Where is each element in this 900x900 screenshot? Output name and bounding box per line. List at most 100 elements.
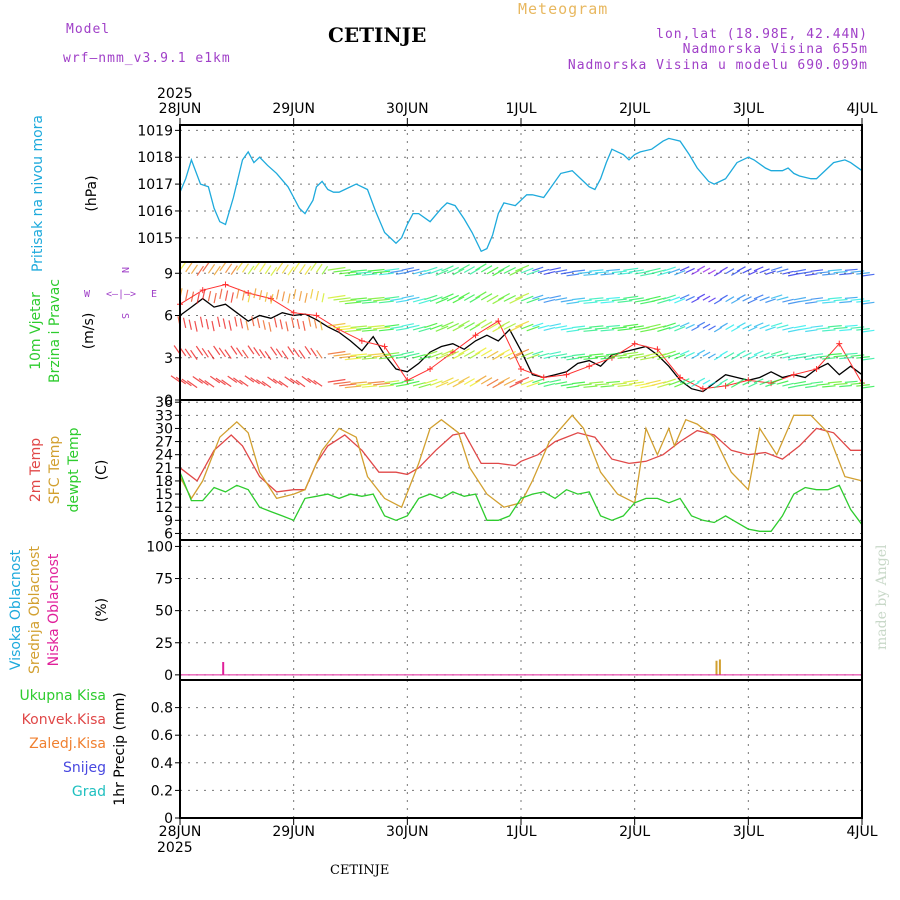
wind-arrow	[395, 383, 409, 387]
wind-arrow	[188, 319, 192, 330]
wind-arrow	[327, 350, 346, 355]
wind-arrow	[247, 292, 251, 303]
wind-arrow	[691, 269, 700, 276]
wind-arrow	[207, 349, 215, 360]
y-tick-label: 1018	[137, 150, 173, 166]
wind-arrow	[276, 289, 280, 300]
wind-arrow	[543, 355, 556, 359]
wind-arrow	[230, 265, 238, 275]
wind-arrow	[572, 353, 586, 357]
wind-arrow	[708, 381, 716, 387]
wind-arrow	[537, 324, 550, 330]
wind-arrow	[532, 322, 544, 328]
wind-arrow	[679, 378, 690, 384]
y-tick-label: 0.8	[151, 701, 173, 717]
wind-arrow	[844, 380, 858, 383]
wind-arrow	[606, 380, 620, 384]
wind-arrow	[247, 345, 255, 355]
wind-arrow	[412, 326, 426, 331]
wind-arrow	[805, 301, 818, 305]
precip-legend-item: Konvek.Kisa	[22, 712, 106, 728]
wind-arrow	[412, 354, 426, 359]
wind-arrow	[515, 348, 530, 356]
wind-arrow	[776, 324, 789, 329]
wind-arrow	[589, 269, 604, 272]
wind-arrow	[209, 375, 221, 384]
wind-arrow	[696, 293, 706, 299]
wind-arrow	[452, 352, 465, 360]
wind-arrow	[356, 327, 372, 330]
wind-arrow	[628, 381, 644, 385]
wind-arrow	[401, 351, 415, 355]
wind-arrow	[429, 324, 443, 330]
wind-arrow	[486, 378, 499, 387]
wind-arrow	[611, 326, 627, 330]
ylabel-text: dewpt Temp	[66, 427, 82, 512]
wind-arrow	[793, 268, 807, 273]
wind-arrow	[776, 268, 789, 273]
wind-arrow	[600, 301, 615, 304]
wind-arrow	[498, 376, 510, 385]
wind-arrow	[279, 319, 283, 330]
wind-arrow	[356, 383, 372, 386]
wind-arrow	[856, 300, 870, 303]
wind-arrow	[532, 266, 544, 272]
wind-arrow	[753, 294, 764, 300]
wind-arrow	[424, 378, 438, 385]
y-tick-label: 0	[164, 393, 173, 409]
wind-arrow	[617, 272, 633, 275]
wind-arrow	[685, 267, 695, 274]
wind-arrow	[256, 379, 266, 387]
wind-arrow	[713, 382, 723, 389]
wind-arrow	[839, 356, 852, 360]
wind-arrow	[509, 352, 523, 360]
wind-arrow	[418, 299, 432, 305]
wind-arrow	[537, 268, 550, 274]
wind-arrow	[184, 348, 192, 359]
wind-arrow	[291, 317, 295, 328]
wind-arrow	[418, 355, 432, 361]
wind-arrow	[205, 318, 209, 330]
wind-arrow	[793, 296, 807, 301]
wind-arrow	[696, 321, 706, 327]
wind-arrow	[190, 291, 195, 302]
wind-arrow	[742, 268, 752, 274]
wind-arrow	[685, 295, 695, 302]
wind-arrow	[753, 350, 764, 356]
wind-arrow	[617, 300, 633, 303]
wind-arrow	[572, 325, 586, 329]
wind-arrow	[657, 382, 671, 388]
wind-arrow	[691, 297, 700, 304]
ylabel-text: 1hr Precip (mm)	[112, 692, 128, 805]
wind-arrow	[458, 320, 470, 328]
wind-arrow	[799, 271, 812, 275]
wind-arrow	[251, 316, 255, 327]
wind-arrow	[401, 267, 415, 271]
wind-arrow	[384, 352, 400, 356]
wind-arrow	[452, 268, 465, 276]
wind-arrow	[532, 378, 544, 384]
wind-arrow	[742, 324, 752, 330]
wind-arrow	[202, 288, 206, 300]
wind-arrow	[623, 323, 639, 327]
wind-arrow	[463, 378, 475, 386]
wind-arrow	[833, 354, 848, 358]
wind-arrow	[395, 327, 409, 331]
wind-arrow	[628, 297, 644, 301]
wind-arrow	[395, 271, 409, 275]
wind-arrow	[292, 347, 300, 358]
gust-marker	[222, 281, 229, 288]
wind-arrow	[219, 261, 227, 272]
wind-arrow	[463, 350, 475, 358]
wind-arrow	[748, 270, 758, 276]
wind-arrow	[475, 263, 487, 271]
wind-arrow	[805, 273, 818, 277]
wind-arrow	[244, 375, 255, 383]
wind-arrow	[424, 266, 438, 273]
altitude-label: Nadmorska Visina 655m	[683, 42, 868, 57]
wind-arrow	[384, 296, 400, 300]
wind-arrow	[844, 352, 858, 355]
wind-arrow	[554, 353, 568, 357]
wind-arrow	[182, 317, 187, 329]
wind-arrow	[839, 328, 852, 332]
